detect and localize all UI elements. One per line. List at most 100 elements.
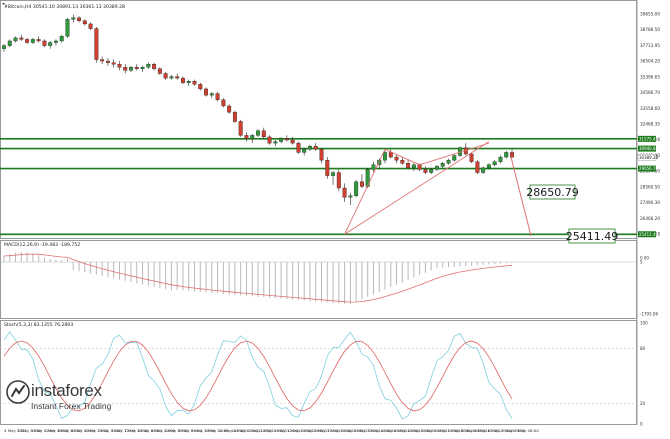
candle-body	[336, 172, 341, 189]
time-tick-label: 14 May 12:00	[392, 428, 419, 433]
candle-body	[313, 146, 318, 150]
candle	[42, 39, 47, 48]
candle-body	[7, 40, 12, 46]
candle	[227, 104, 232, 114]
candle-body	[48, 42, 53, 46]
candle	[423, 166, 428, 175]
candle	[296, 141, 301, 154]
level-price-tag	[638, 165, 656, 172]
candle	[273, 140, 278, 147]
macd-series: 0.005 -1795.06	[0, 252, 658, 317]
candle	[504, 150, 509, 159]
candle-body	[331, 172, 336, 176]
candle	[25, 37, 30, 45]
candle-body	[492, 161, 497, 165]
candle	[36, 36, 41, 43]
price-tick-label: 33558.60	[640, 106, 660, 111]
candle	[429, 167, 434, 175]
candle-body	[198, 84, 203, 90]
candle	[302, 147, 307, 156]
candle	[175, 73, 180, 80]
candle	[492, 160, 497, 167]
candle	[510, 149, 514, 158]
price-tick-label: 27490.30	[640, 200, 660, 205]
candle	[325, 157, 330, 179]
candle-body	[117, 64, 122, 68]
stoch-tick-label: 80	[640, 346, 646, 351]
time-tick-label: 14 May 04:00	[378, 428, 405, 433]
candle-body	[169, 76, 174, 79]
candle	[123, 64, 128, 74]
candle-body	[319, 149, 324, 161]
candle-body	[94, 28, 99, 60]
candle	[244, 132, 249, 142]
target-label-1: 28650.79	[526, 184, 579, 200]
candle	[215, 92, 220, 102]
candle-body	[261, 130, 266, 138]
candle-body	[429, 169, 434, 173]
candle-body	[498, 156, 503, 162]
candle-body	[227, 105, 232, 113]
trend-connector	[384, 148, 420, 166]
candle-body	[250, 135, 255, 139]
candle-body	[417, 164, 422, 170]
time-tick-label: 8 May 04:00	[138, 428, 163, 433]
candle	[359, 174, 364, 189]
instaforex-logo-icon	[6, 380, 30, 404]
price-tick-label: 37713.95	[640, 43, 660, 48]
time-tick-label: 7 May 04:00	[98, 428, 123, 433]
candle	[440, 161, 445, 168]
time-tick-label: 5 May 20:00	[44, 428, 69, 433]
candle	[221, 98, 226, 108]
candle-body	[504, 152, 509, 158]
candle-body	[36, 39, 41, 42]
candle	[186, 79, 191, 86]
candle	[192, 79, 197, 86]
price-tick-label: 34566.70	[640, 90, 660, 95]
candle	[2, 44, 6, 52]
price-tick-label: 26466.20	[640, 216, 660, 221]
time-tick-label: 4 May 2021	[4, 428, 27, 433]
macd-panel[interactable]	[0, 240, 637, 319]
candle-body	[238, 121, 243, 136]
candle-body	[59, 36, 64, 42]
time-tick-label: 8 May 20:00	[164, 428, 189, 433]
candle-body	[244, 135, 249, 139]
time-tick-label: 6 May 12:00	[71, 428, 96, 433]
macd-signal-line	[3, 253, 513, 303]
candle-body	[100, 59, 105, 62]
candle-body	[2, 45, 6, 49]
candle-body	[279, 138, 284, 142]
uptrend-line-2	[344, 149, 386, 235]
time-tick-label: 14 May 20:00	[405, 428, 432, 433]
time-tick-label: 13 May 12:00	[352, 428, 379, 433]
time-tick-label: 11 May 04:00	[258, 428, 285, 433]
time-tick-label: 15 May 04:00	[418, 428, 445, 433]
candle-body	[296, 142, 301, 153]
candle	[400, 157, 405, 165]
candle	[307, 144, 312, 151]
time-tick-label: 11 May 12:00	[271, 428, 298, 433]
candle-body	[105, 60, 110, 63]
candle	[105, 57, 110, 66]
collapse-triangle-icon[interactable]	[2, 3, 5, 5]
time-tick-label: 11 May 20:00	[285, 428, 312, 433]
time-tick-label: 10 May 20:00	[245, 428, 272, 433]
price-tick-label: 36504.20	[640, 59, 660, 64]
candle-body	[71, 17, 76, 20]
candle-body	[53, 40, 58, 43]
candle-body	[134, 67, 139, 69]
stoch-panel[interactable]	[0, 320, 637, 425]
candle	[209, 92, 214, 99]
time-tick-label: 6 May 20:00	[84, 428, 109, 433]
candle-body	[146, 64, 151, 68]
candle	[169, 75, 174, 80]
candle	[336, 169, 341, 192]
price-tick-label: 38786.50	[640, 27, 660, 32]
candle-body	[383, 152, 387, 161]
current-price-text: 30389.28	[639, 155, 659, 160]
candle-body	[371, 164, 376, 170]
candle-body	[411, 164, 416, 169]
time-tick-label: 15 May 20:00	[445, 428, 472, 433]
